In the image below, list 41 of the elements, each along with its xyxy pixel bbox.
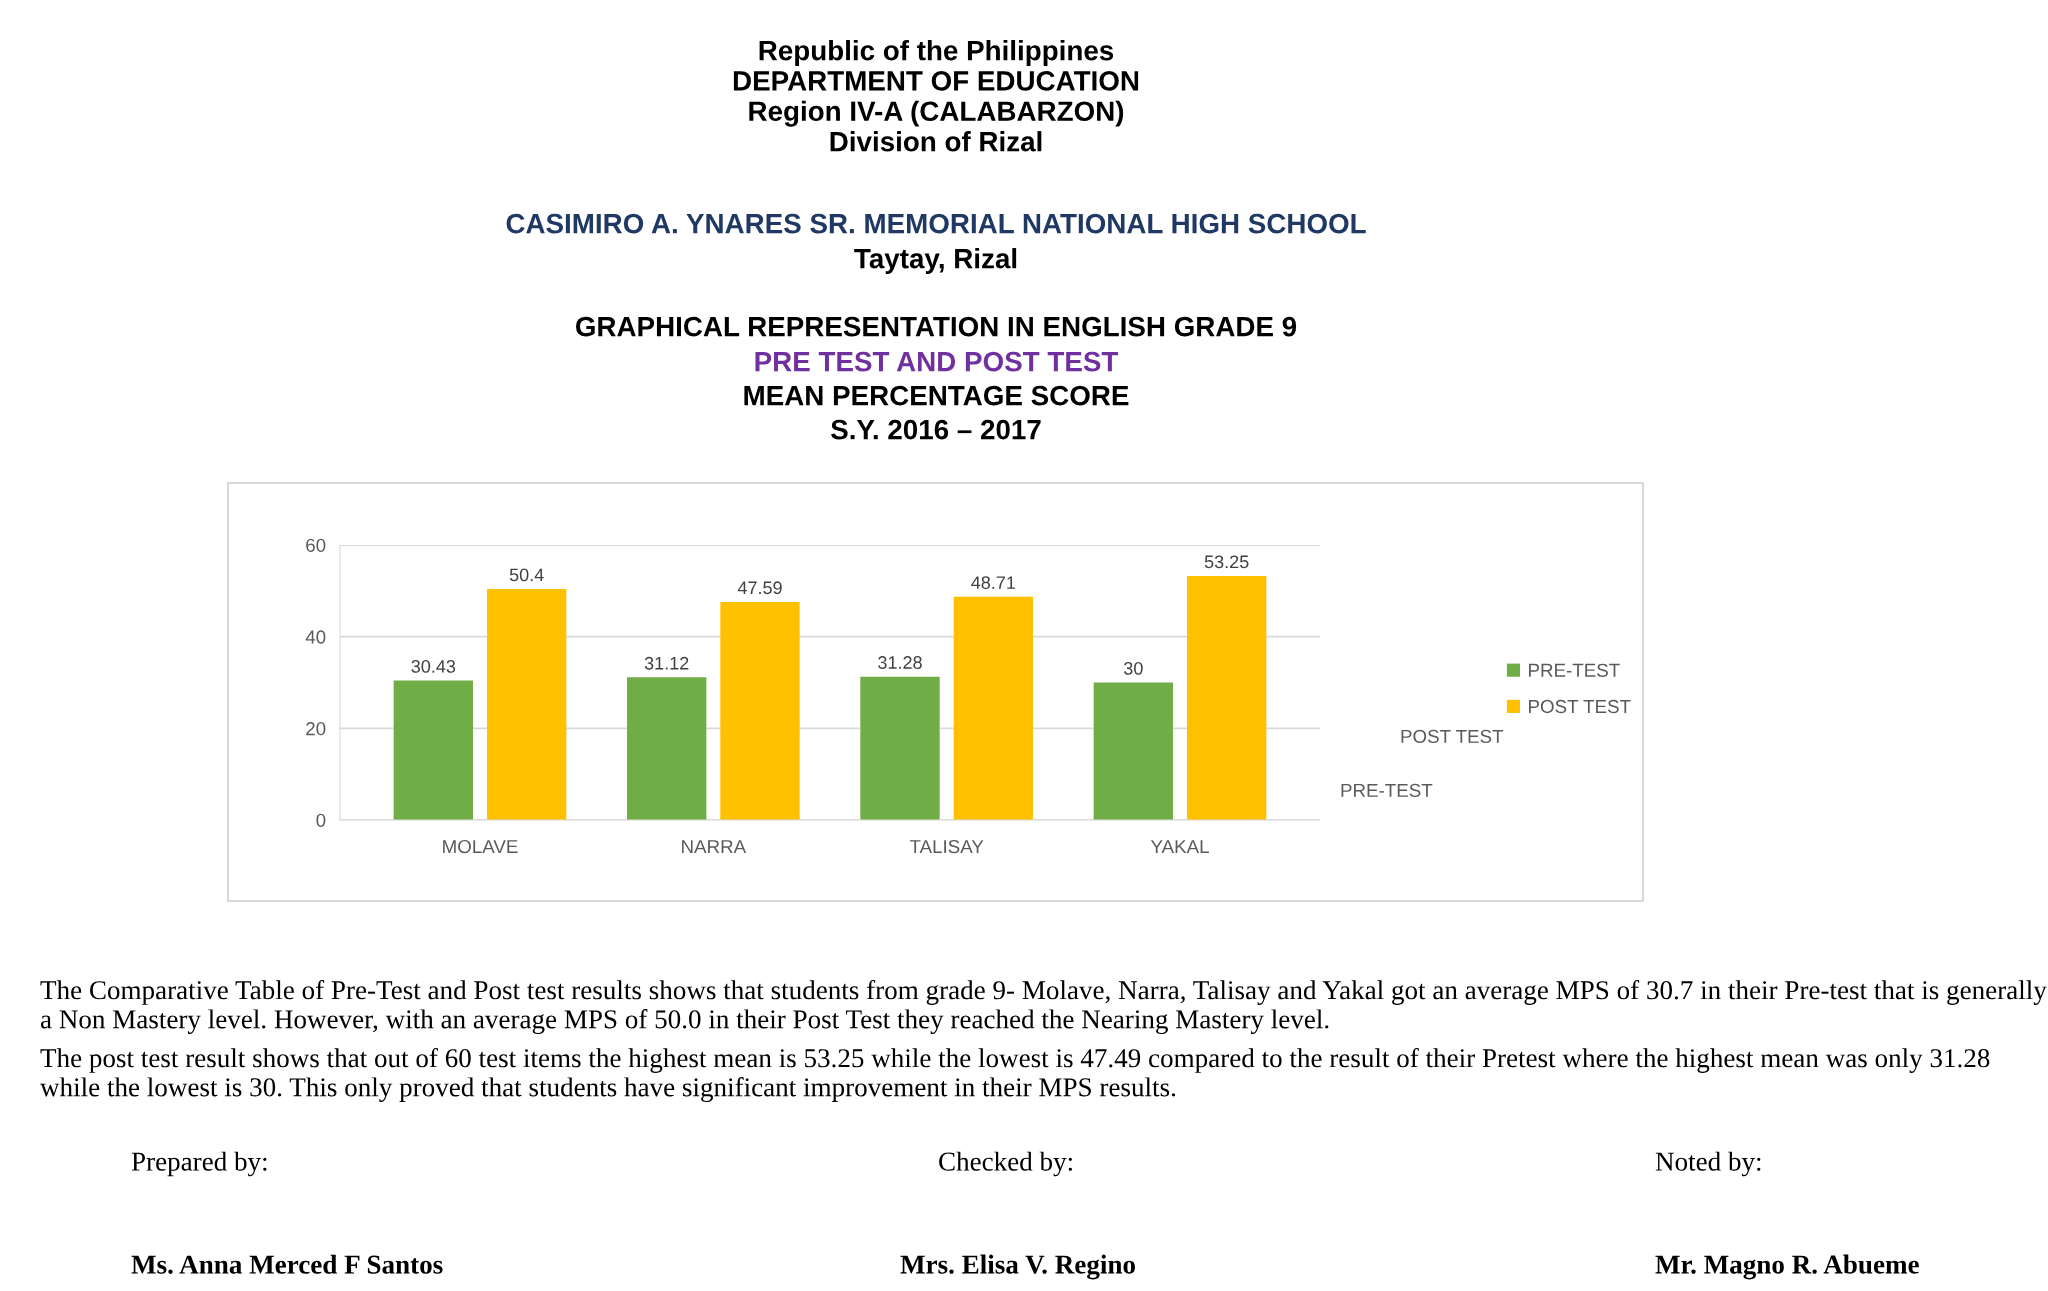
text: Mrs. Elisa V. Regino [900,1254,1135,1280]
x-tick-label: MOLAVE [443,839,518,854]
data-label: 31.12 [644,656,689,670]
text: Mr. Magno R. Abueme [1655,1254,1919,1280]
bar [487,589,567,820]
text: Ms. Anna Merced F Santos [131,1254,443,1274]
text: Republic of the Philippines DEPARTMENT OF EDUCATION Region IV-A (CALABARZON) Division of Rizal [733,40,1139,152]
text: Taytay, Rizal [854,248,1017,274]
legend-label: POST TEST [1529,699,1631,714]
data-label: 53.25 [1204,555,1249,569]
bar [393,680,473,820]
data-label: 30 [1123,661,1143,675]
bar [1187,575,1267,820]
y-tick-label: 40 [305,630,326,644]
x-tick-label: TALISAY [909,839,984,854]
data-label: 47.59 [737,581,782,595]
text: PRE-TEST [1341,783,1433,798]
data-label: 30.43 [411,660,456,673]
data-label: 31.28 [878,656,922,669]
y-tick-label: 60 [306,538,326,552]
y-tick-label: 0 [316,813,326,827]
legend-label: PRE-TEST [1529,663,1620,677]
bar [627,677,707,820]
y-tick-label: 20 [306,722,326,736]
text: Checked by: [939,1151,1072,1177]
bar [860,676,940,820]
text: The Comparative Table of Pre-Test and Post test results shows that students from grade 9- Molave, Narra, Talisay and Yakal got an average MPS of 30.7 in their Pre-test that is generally a Non Mastery level. However, with an average MPS of 50.0 in their Post Test they reached the Nearing Mastery level. [40,980,2047,1035]
x-tick-label: YAKAL [1150,840,1209,854]
text: CASIMIRO A. YNARES SR. MEMORIAL NATIONAL HIGH SCHOOL [506,213,1366,234]
bar [1093,682,1173,820]
data-label: 48.71 [971,576,1016,590]
bar [953,596,1033,820]
text: The post test result shows that out of 60 test items the highest mean is 53.25 while the lowest is 47.49 compared to the result of their Pretest where the highest mean was only 31.28 while the lowest is 30. This only proved that students have significant improvement in their MPS results. [40,1048,1990,1103]
x-tick-label: NARRA [682,840,747,854]
chart-subtitle: PRE TEST AND POST TEST MEAN PERCENTAGE SCORE S.Y. 2016 – 2017 [744,351,1129,440]
text: Noted by: [1655,1151,1761,1177]
text: Prepared by: [131,1151,267,1177]
bar [720,601,800,820]
text: POST TEST [1401,729,1504,744]
chart-title: GRAPHICAL REPRESENTATION IN ENGLISH GRADE 9 [575,316,1297,337]
data-label: 50.4 [509,568,544,582]
